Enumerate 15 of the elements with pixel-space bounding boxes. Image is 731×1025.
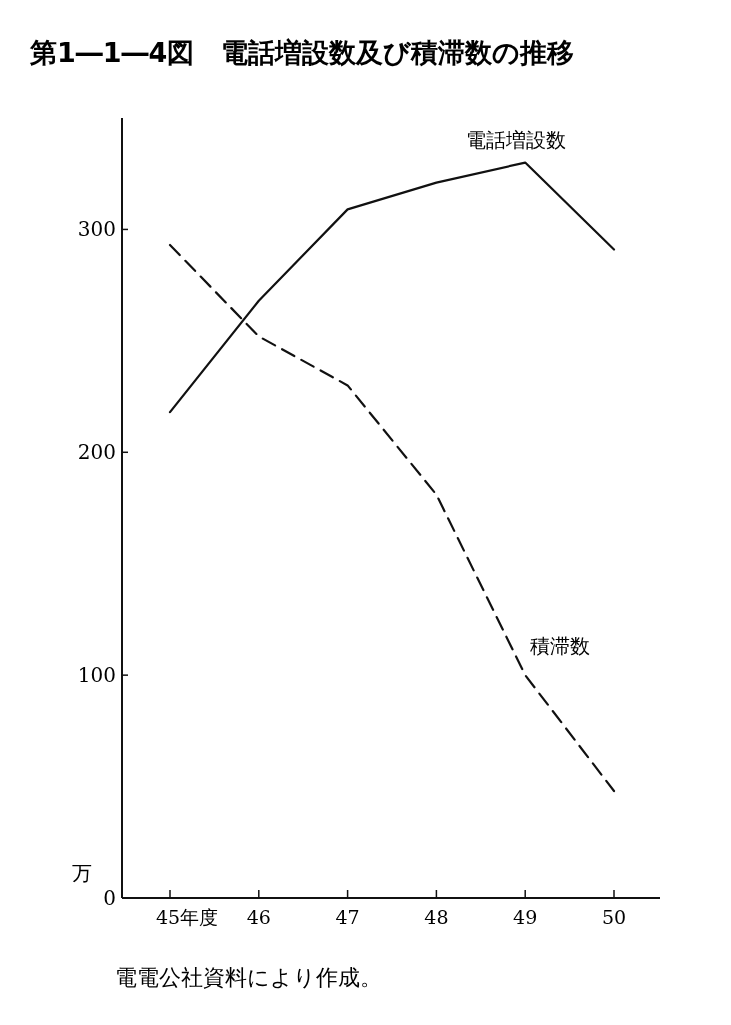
x-tick-label: 48: [424, 906, 449, 928]
chart-title: 第1―1―4図 電話増設数及び積滞数の推移: [29, 37, 575, 68]
y-tick-label: 300: [77, 217, 116, 242]
text: 電電公社資料により作成。: [115, 965, 382, 990]
x-tick-label: 50: [601, 906, 627, 928]
y-axis-title: 万: [72, 861, 92, 885]
y-tick-label: 100: [77, 663, 116, 688]
x-tick-label: 45年度: [156, 906, 219, 928]
y-tick-label: 200: [77, 440, 116, 465]
x-tick-label: 47: [335, 906, 360, 928]
x-tick-label: 49: [513, 906, 538, 928]
x-tick-label: 46: [246, 906, 271, 928]
y-tick-label: 0: [103, 886, 116, 910]
series-label: 積滞数: [529, 634, 590, 659]
series-label: 電話増設数: [466, 127, 567, 152]
